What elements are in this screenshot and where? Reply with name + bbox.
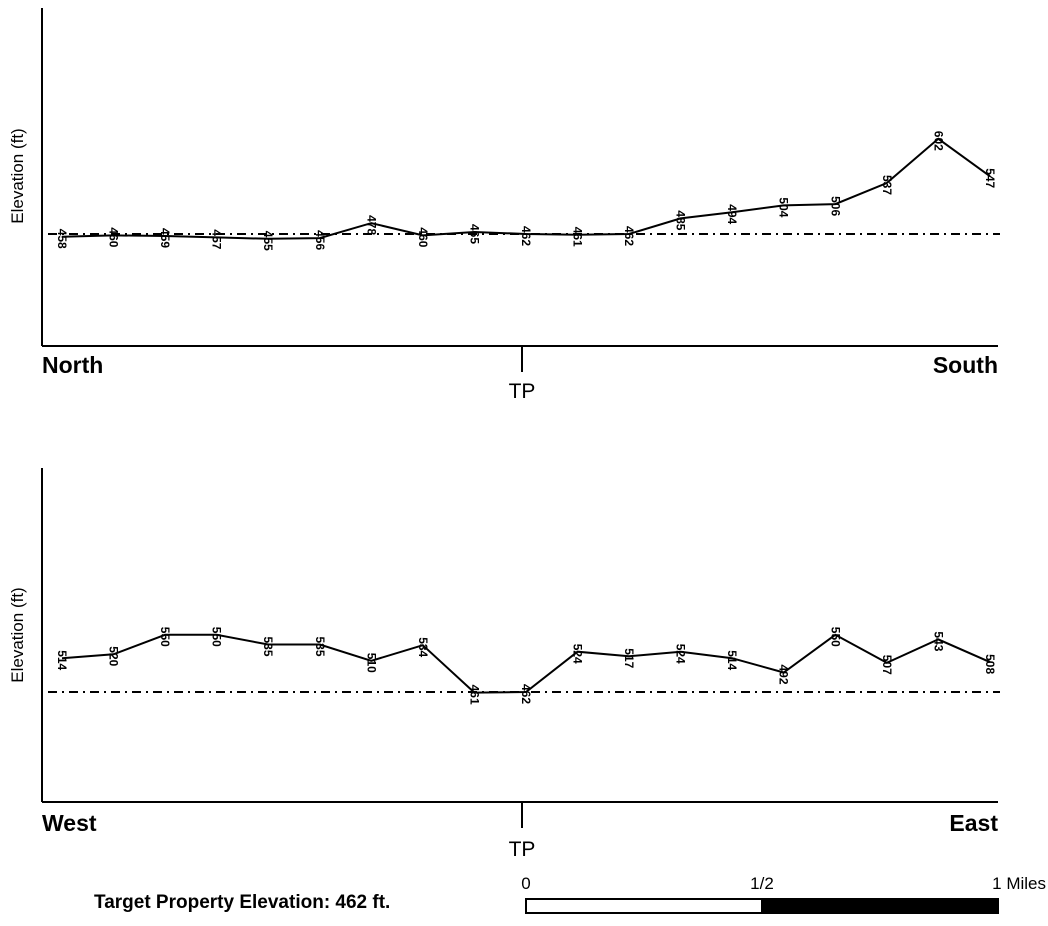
elevation-value-label: 504 [777, 197, 791, 217]
tp-label: TP [509, 838, 536, 861]
elevation-value-label: 462 [519, 226, 533, 246]
chart-west-east: Elevation (ft) West East TP 514 520 550 550… [8, 468, 1000, 861]
scale-label-half: 1/2 [750, 874, 774, 893]
elevation-value-label: 543 [931, 631, 945, 651]
tp-label: TP [509, 380, 536, 403]
elevation-value-label: 537 [880, 175, 894, 195]
end-direction-label: South [933, 352, 998, 378]
scale-label-zero: 0 [521, 874, 530, 893]
elevation-value-label: 456 [313, 230, 327, 250]
scale-label-one-mile: 1 Miles [992, 874, 1046, 893]
elevation-value-label: 478 [364, 215, 378, 235]
elevation-value-label: 507 [880, 655, 894, 675]
elevation-value-labels: 514 520 550 550 535 535 510 534 461 462 524 517 524 5… [55, 627, 997, 705]
elevation-value-label: 514 [725, 650, 739, 670]
elevation-value-labels: 458 460 459 457 455 456 478 460 465 462 461 462 485 4… [55, 131, 997, 251]
scale-segment-white [525, 898, 763, 914]
elevation-value-label: 535 [313, 637, 327, 657]
elevation-value-label: 550 [158, 627, 172, 647]
elevation-value-label: 524 [674, 644, 688, 664]
elevation-value-label: 550 [210, 627, 224, 647]
elevation-value-label: 455 [261, 231, 275, 251]
elevation-value-label: 508 [983, 654, 997, 674]
elevation-value-label: 462 [622, 226, 636, 246]
y-axis-label: Elevation (ft) [8, 587, 27, 682]
elevation-profile-line [61, 633, 991, 694]
chart-north-south: Elevation (ft) North South TP 458 460 459 4… [8, 8, 1000, 403]
elevation-value-label: 517 [622, 648, 636, 668]
elevation-value-label: 514 [55, 650, 69, 670]
elevation-value-label: 460 [107, 227, 121, 247]
elevation-value-label: 547 [983, 168, 997, 188]
elevation-value-label: 535 [261, 637, 275, 657]
elevation-value-label: 510 [364, 653, 378, 673]
elevation-value-label: 506 [828, 196, 842, 216]
elevation-value-label: 459 [158, 228, 172, 248]
start-direction-label: North [42, 352, 103, 378]
end-direction-label: East [949, 810, 998, 836]
start-direction-label: West [42, 810, 97, 836]
elevation-value-label: 520 [107, 646, 121, 666]
scale-bar: 0 1/2 1 Miles [521, 874, 1046, 914]
y-axis-label: Elevation (ft) [8, 128, 27, 223]
elevation-value-label: 534 [416, 637, 430, 657]
elevation-value-label: 462 [519, 684, 533, 704]
elevation-value-label: 494 [725, 204, 739, 224]
elevation-value-label: 460 [416, 227, 430, 247]
elevation-value-label: 461 [571, 227, 585, 247]
elevation-value-label: 550 [828, 627, 842, 647]
elevation-value-label: 465 [467, 224, 481, 244]
scale-segment-black [761, 898, 999, 914]
elevation-profile-line [61, 137, 991, 240]
elevation-value-label: 492 [777, 665, 791, 685]
elevation-value-label: 602 [931, 131, 945, 151]
elevation-value-label: 461 [467, 685, 481, 705]
target-property-elevation: Target Property Elevation: 462 ft. [94, 892, 390, 913]
elevation-value-label: 457 [210, 229, 224, 249]
elevation-value-label: 524 [571, 644, 585, 664]
elevation-value-label: 485 [674, 210, 688, 230]
elevation-value-label: 458 [55, 229, 69, 249]
